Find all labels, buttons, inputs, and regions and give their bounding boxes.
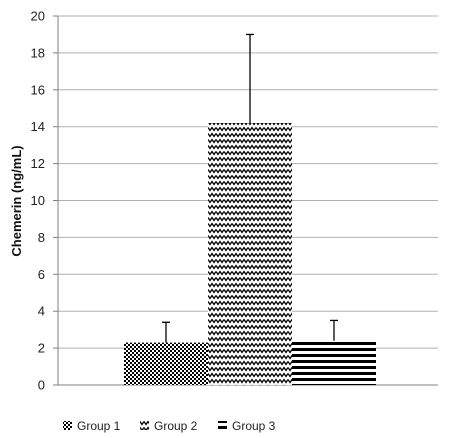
y-tick-label: 4 bbox=[38, 304, 45, 319]
y-tick-label: 20 bbox=[31, 9, 45, 24]
y-tick-label: 10 bbox=[31, 193, 45, 208]
legend-swatch-2 bbox=[140, 421, 149, 430]
y-tick-label: 8 bbox=[38, 230, 45, 245]
legend-label-1: Group 1 bbox=[77, 419, 121, 433]
y-tick-label: 16 bbox=[31, 82, 45, 97]
legend-swatch-3 bbox=[218, 421, 227, 430]
legend-swatch-1 bbox=[63, 421, 72, 430]
bar-group-1 bbox=[124, 342, 208, 385]
y-axis-title: Chemerin (ng/mL) bbox=[9, 145, 24, 256]
y-tick-label: 12 bbox=[31, 156, 45, 171]
y-tick-label: 0 bbox=[38, 378, 45, 393]
y-tick-label: 2 bbox=[38, 341, 45, 356]
bar-group-3 bbox=[292, 340, 376, 385]
legend-label-2: Group 2 bbox=[154, 419, 198, 433]
bar-group-2 bbox=[208, 123, 292, 385]
y-tick-label: 14 bbox=[31, 119, 45, 134]
legend-label-3: Group 3 bbox=[232, 419, 276, 433]
y-tick-label: 18 bbox=[31, 45, 45, 60]
y-tick-label: 6 bbox=[38, 267, 45, 282]
